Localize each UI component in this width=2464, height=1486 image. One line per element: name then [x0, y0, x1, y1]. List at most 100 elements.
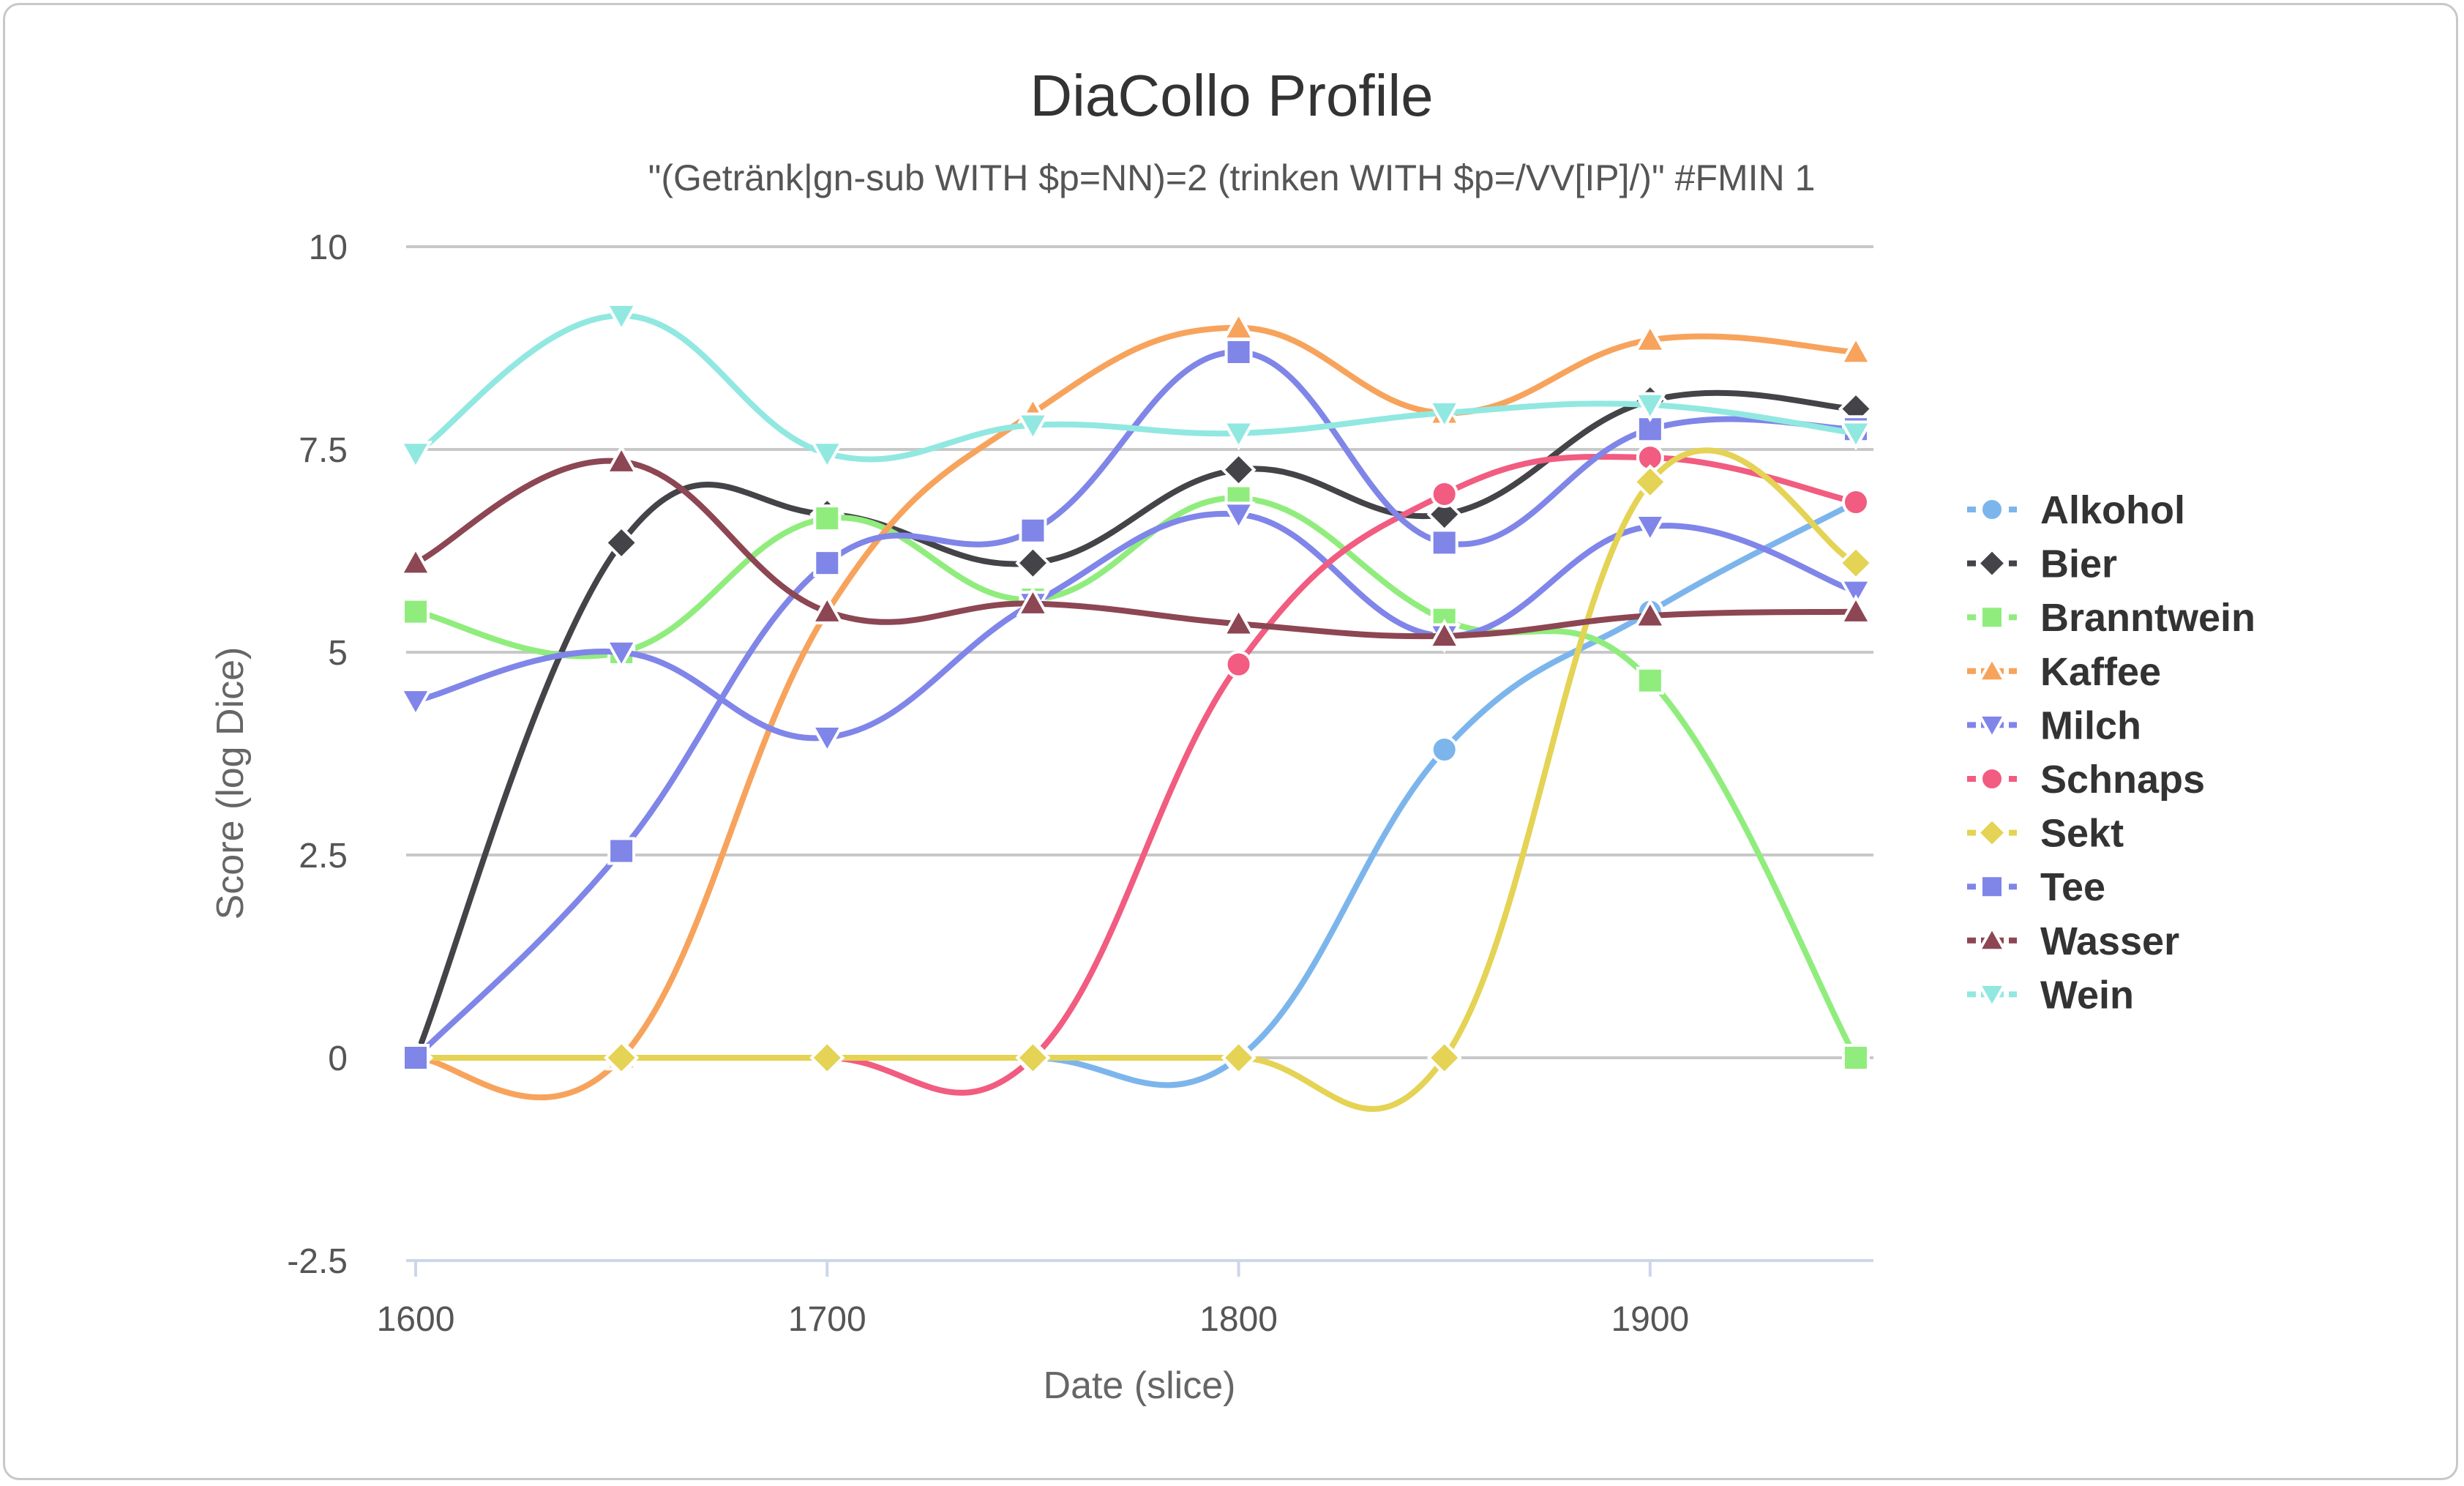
data-point-wasser: [1221, 606, 1256, 637]
axes: -2.5 0 2.5 5 7.5 10 1600 1700 1800 1900: [287, 228, 1689, 1339]
data-point-wein: [810, 441, 845, 471]
data-point-milch: [1221, 501, 1256, 532]
series-milch: [399, 501, 1873, 755]
series-line-schnaps: [413, 453, 1859, 1096]
data-point-tee: [1224, 338, 1253, 367]
data-point-wasser: [1016, 586, 1050, 616]
series-wein: [399, 302, 1873, 471]
legend-marker-wasser: [1977, 925, 2007, 952]
legend-marker-tee: [1980, 874, 2004, 900]
data-point-alkohol: [1430, 735, 1458, 763]
y-tick-label: 2.5: [299, 837, 348, 875]
data-point-wein: [1427, 400, 1461, 430]
data-point-branntwein: [1842, 1044, 1870, 1072]
data-point-bier: [604, 525, 640, 561]
series-line-branntwein: [413, 495, 1859, 1061]
data-point-wein: [1633, 392, 1667, 422]
y-tick-label: 10: [309, 228, 348, 267]
data-point-wasser: [1633, 598, 1667, 629]
data-point-tee: [402, 1044, 430, 1072]
y-tick-label: 0: [328, 1039, 348, 1078]
x-tick-label: 1700: [788, 1300, 866, 1339]
series-sekt: [397, 447, 1874, 1112]
data-point-schnaps: [1842, 488, 1870, 517]
series-group: [397, 302, 1874, 1112]
legend-label-milch: Milch: [2040, 703, 2141, 747]
data-point-sekt: [1632, 464, 1668, 500]
data-point-branntwein: [402, 597, 430, 626]
data-point-wein: [1839, 420, 1873, 451]
data-point-wasser: [1839, 594, 1873, 624]
y-axis-label: Score (log Dice): [209, 647, 252, 920]
legend-marker-wein: [1977, 982, 2007, 1010]
legend-item-bier[interactable]: Bier: [1967, 542, 2117, 586]
series-alkohol: [402, 488, 1870, 1089]
legend-label-bier: Bier: [2040, 542, 2117, 586]
data-point-milch: [810, 725, 845, 755]
legend-item-milch[interactable]: Milch: [1967, 703, 2141, 747]
legend-item-kaffee[interactable]: Kaffee: [1967, 650, 2161, 694]
legend-label-kaffee: Kaffee: [2040, 650, 2161, 694]
legend-item-alkohol[interactable]: Alkohol: [1967, 488, 2185, 532]
legend: Alkohol Bier Branntwein Kaffee Milch Schnaps S…: [1967, 488, 2255, 1017]
chart-title: DiaCollo Profile: [1030, 63, 1433, 128]
legend-item-tee[interactable]: Tee: [1967, 865, 2105, 909]
legend-item-wasser[interactable]: Wasser: [1967, 919, 2179, 963]
x-tick-label: 1600: [377, 1300, 455, 1339]
legend-marker-schnaps: [1980, 766, 2004, 791]
data-point-wein: [1221, 420, 1256, 451]
data-point-wasser: [810, 594, 845, 624]
legend-label-alkohol: Alkohol: [2040, 488, 2185, 532]
data-point-wasser: [604, 444, 639, 474]
legend-marker-milch: [1977, 713, 2007, 741]
y-tick-label: -2.5: [287, 1242, 348, 1281]
data-point-sekt: [1426, 1039, 1462, 1076]
data-point-wasser: [399, 545, 432, 576]
legend-label-sekt: Sekt: [2040, 812, 2124, 856]
data-point-tee: [1636, 415, 1664, 444]
series-line-alkohol: [413, 499, 1859, 1089]
legend-item-sekt[interactable]: Sekt: [1967, 812, 2124, 856]
data-point-tee: [1019, 516, 1047, 545]
data-point-bier: [1015, 545, 1051, 581]
data-point-tee: [607, 837, 636, 865]
legend-label-schnaps: Schnaps: [2040, 758, 2205, 802]
y-tick-label: 5: [328, 634, 348, 673]
legend-item-wein[interactable]: Wein: [1967, 973, 2134, 1017]
data-point-sekt: [1838, 545, 1874, 581]
data-point-schnaps: [1224, 650, 1253, 679]
legend-label-branntwein: Branntwein: [2040, 596, 2255, 640]
data-point-milch: [399, 688, 432, 719]
data-point-sekt: [1015, 1039, 1051, 1076]
series-line-bier: [413, 389, 1859, 1061]
series-line-tee: [413, 349, 1859, 1061]
data-point-branntwein: [1636, 666, 1664, 695]
legend-marker-branntwein: [1980, 605, 2004, 630]
legend-marker-kaffee: [1977, 655, 2007, 683]
y-tick-label: 7.5: [299, 431, 348, 470]
data-point-sekt: [604, 1039, 640, 1076]
x-tick-label: 1800: [1199, 1300, 1278, 1339]
data-point-milch: [604, 639, 639, 670]
series-line-kaffee: [413, 324, 1859, 1101]
x-tick-label: 1900: [1611, 1300, 1689, 1339]
data-point-kaffee: [1839, 335, 1873, 365]
chart-frame: [3, 3, 2458, 1480]
data-point-sekt: [809, 1039, 845, 1076]
series-wasser: [399, 444, 1873, 649]
data-point-schnaps: [1430, 479, 1458, 508]
data-point-wein: [1016, 412, 1050, 443]
data-point-sekt: [1221, 1039, 1257, 1076]
data-point-tee: [813, 549, 842, 578]
series-branntwein: [402, 484, 1870, 1072]
data-point-branntwein: [813, 504, 842, 533]
legend-marker-sekt: [1976, 817, 2008, 849]
legend-item-schnaps[interactable]: Schnaps: [1967, 758, 2205, 802]
data-point-wasser: [1427, 619, 1461, 649]
data-point-bier: [1221, 452, 1257, 488]
legend-marker-bier: [1976, 548, 2008, 580]
data-point-wein: [604, 302, 639, 333]
legend-marker-alkohol: [1980, 497, 2004, 522]
legend-item-branntwein[interactable]: Branntwein: [1967, 596, 2255, 640]
